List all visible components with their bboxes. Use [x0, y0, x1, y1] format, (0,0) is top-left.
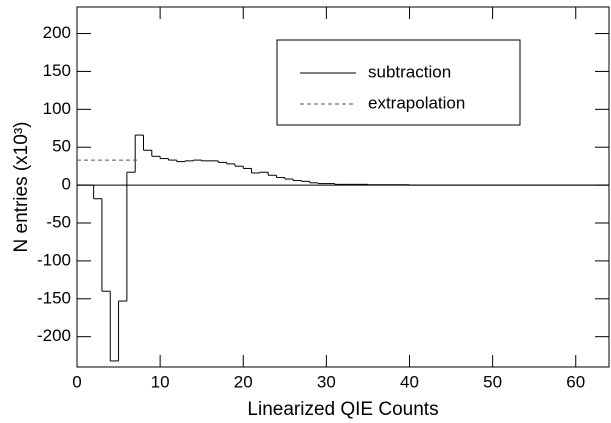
y-axis-label: N entries (x10³) — [11, 122, 32, 253]
y-tick-label: -200 — [37, 326, 71, 345]
x-tick-label: 10 — [151, 372, 170, 391]
legend-label: extrapolation — [368, 93, 465, 112]
x-tick-label: 60 — [566, 372, 585, 391]
x-tick-label: 50 — [483, 372, 502, 391]
legend-label: subtraction — [368, 62, 451, 81]
y-tick-label: 150 — [43, 61, 71, 80]
y-tick-label: 50 — [52, 137, 71, 156]
y-tick-label: -150 — [37, 288, 71, 307]
x-tick-label: 20 — [234, 372, 253, 391]
y-tick-label: 200 — [43, 23, 71, 42]
x-tick-label: 30 — [317, 372, 336, 391]
y-tick-label: 0 — [62, 175, 71, 194]
y-tick-label: -50 — [46, 212, 71, 231]
x-axis-label: Linearized QIE Counts — [247, 399, 438, 420]
plot-frame — [76, 6, 610, 368]
x-tick-label: 0 — [72, 372, 81, 391]
legend-box — [276, 39, 521, 126]
y-tick-label: -100 — [37, 250, 71, 269]
x-tick-label: 40 — [400, 372, 419, 391]
y-tick-label: 100 — [43, 99, 71, 118]
